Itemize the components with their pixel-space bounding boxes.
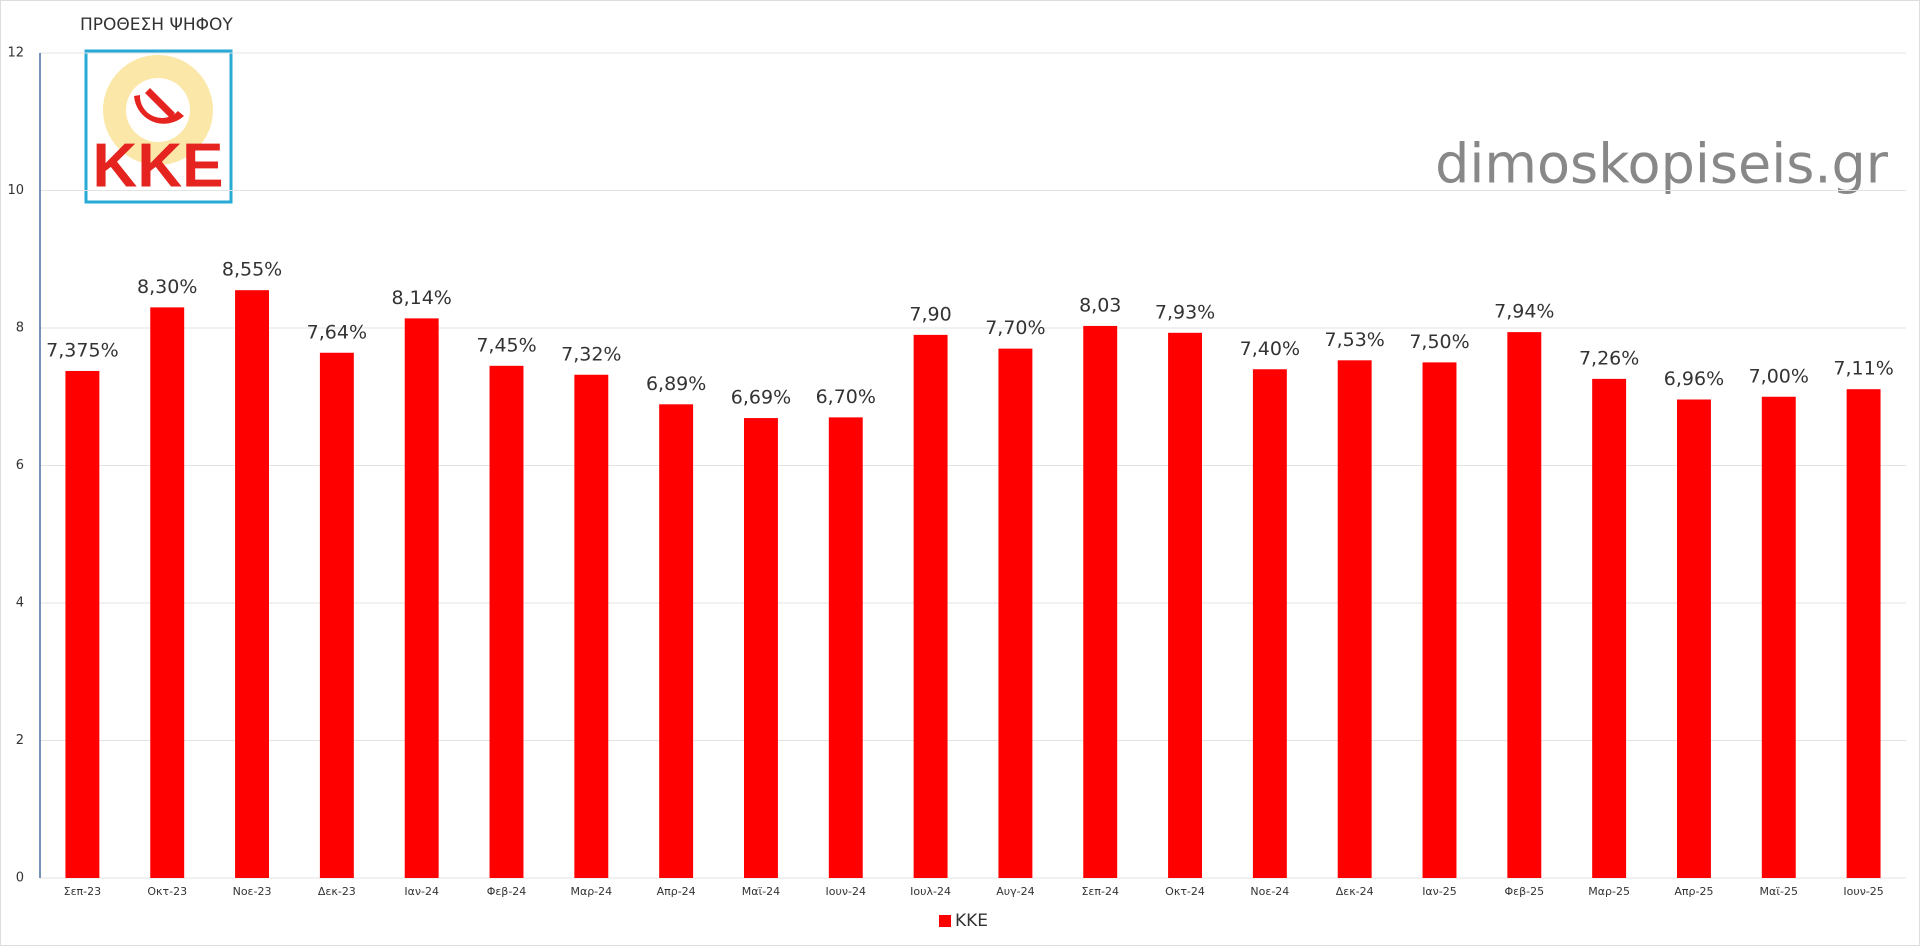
bar	[1507, 332, 1542, 878]
bar	[404, 318, 439, 878]
x-tick-label: Νοε-24	[1250, 885, 1289, 898]
data-label: 7,50%	[1409, 331, 1469, 353]
bar	[150, 307, 185, 878]
logo: KKE	[84, 49, 233, 204]
x-tick-label: Φεβ-25	[1505, 885, 1545, 898]
x-tick-label: Αυγ-24	[996, 885, 1034, 898]
legend-swatch	[939, 915, 951, 927]
y-tick-label: 8	[16, 321, 24, 336]
chart-title: ΠΡΟΘΕΣΗ ΨΗΦΟΥ	[80, 15, 233, 35]
bar	[828, 417, 863, 878]
x-tick-label: Σεπ-23	[64, 885, 102, 898]
legend-label: KKE	[955, 911, 988, 931]
data-label: 8,14%	[392, 287, 452, 309]
bar	[659, 404, 694, 878]
y-tick-label: 6	[16, 458, 24, 473]
watermark: dimoskopiseis.gr	[1435, 133, 1889, 196]
bar	[1252, 369, 1287, 878]
data-label: 6,70%	[816, 386, 876, 408]
data-label: 7,11%	[1833, 358, 1893, 380]
x-tick-label: Μαρ-24	[570, 885, 612, 898]
bar	[1846, 389, 1881, 878]
data-label: 7,00%	[1749, 365, 1809, 387]
data-label: 6,89%	[646, 373, 706, 395]
bar	[574, 374, 609, 878]
logo-emblem	[134, 88, 184, 124]
data-label: 7,94%	[1494, 301, 1554, 323]
logo-sun-center	[126, 78, 190, 142]
logo-text: KKE	[93, 131, 224, 200]
data-label: 7,40%	[1240, 338, 1300, 360]
x-tick-label: Ιαν-24	[404, 885, 439, 898]
bar	[913, 334, 948, 878]
data-label: 6,96%	[1664, 368, 1724, 390]
x-tick-label: Μαϊ-24	[742, 885, 780, 898]
data-label: 7,375%	[46, 339, 118, 361]
x-tick-label: Οκτ-23	[147, 885, 187, 898]
x-tick-label: Ιουν-25	[1843, 885, 1883, 898]
x-tick-label: Δεκ-23	[318, 885, 356, 898]
x-tick-label: Απρ-25	[1674, 885, 1713, 898]
bar	[319, 352, 354, 878]
x-tick-label: Ιουν-24	[826, 885, 866, 898]
y-tick-label: 0	[16, 871, 24, 886]
data-label: 7,53%	[1325, 329, 1385, 351]
data-label: 7,26%	[1579, 347, 1639, 369]
data-label: 8,03	[1079, 294, 1121, 316]
bar	[1761, 396, 1796, 878]
bar	[743, 418, 778, 878]
data-label: 8,55%	[222, 259, 282, 281]
data-label: 6,69%	[731, 387, 791, 409]
data-label: 7,64%	[307, 321, 367, 343]
data-label: 7,45%	[476, 334, 536, 356]
bar	[1592, 378, 1627, 878]
bar	[1676, 399, 1711, 878]
data-label: 8,30%	[137, 276, 197, 298]
x-tick-label: Ιουλ-24	[910, 885, 951, 898]
x-tick-label: Οκτ-24	[1165, 885, 1205, 898]
bar	[1168, 332, 1203, 878]
bar	[65, 370, 100, 878]
bar	[235, 290, 270, 878]
x-tick-label: Απρ-24	[657, 885, 696, 898]
bar	[998, 348, 1033, 878]
data-label: 7,90	[909, 303, 951, 325]
bar	[489, 365, 524, 878]
y-tick-label: 12	[7, 46, 24, 61]
y-tick-label: 2	[16, 733, 24, 748]
bar	[1337, 360, 1372, 878]
x-tick-label: Μαρ-25	[1588, 885, 1630, 898]
x-tick-label: Νοε-23	[233, 885, 272, 898]
y-tick-label: 4	[16, 596, 24, 611]
data-label: 7,93%	[1155, 301, 1215, 323]
y-tick-label: 10	[7, 183, 24, 198]
bar	[1083, 325, 1118, 878]
data-label: 7,70%	[985, 317, 1045, 339]
x-tick-label: Φεβ-24	[487, 885, 527, 898]
data-label: 7,32%	[561, 343, 621, 365]
x-tick-label: Σεπ-24	[1081, 885, 1119, 898]
x-tick-label: Δεκ-24	[1336, 885, 1374, 898]
bar	[1422, 362, 1457, 878]
x-tick-label: Ιαν-25	[1422, 885, 1457, 898]
x-tick-label: Μαϊ-25	[1760, 885, 1798, 898]
